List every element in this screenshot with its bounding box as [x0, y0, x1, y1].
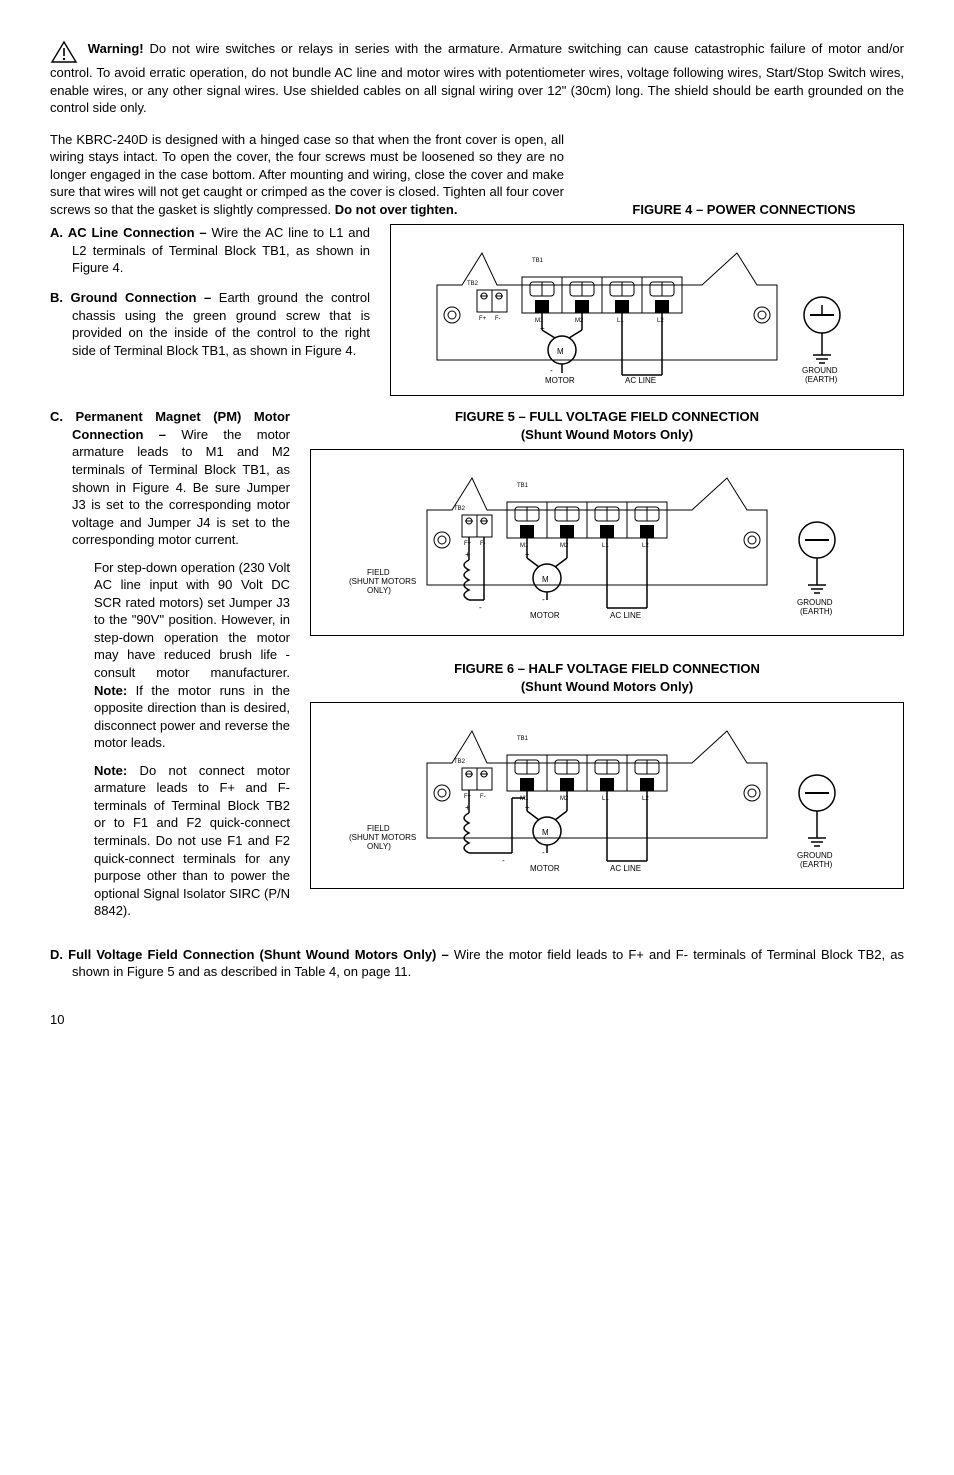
svg-text:TB1: TB1 [532, 258, 544, 264]
list-item-c: C. Permanent Magnet (PM) Motor Connectio… [50, 408, 290, 919]
svg-text:TB2: TB2 [467, 281, 479, 287]
svg-text:F-: F- [495, 316, 501, 322]
svg-text:MOTOR: MOTOR [530, 864, 560, 873]
intro-text: The KBRC-240D is designed with a hinged … [50, 132, 564, 217]
svg-text:-: - [550, 366, 553, 375]
figure-5-title: FIGURE 5 – FULL VOLTAGE FIELD CONNECTION… [310, 408, 904, 443]
svg-text:-: - [542, 595, 545, 604]
svg-text:+: + [465, 550, 470, 559]
svg-text:(EARTH): (EARTH) [805, 375, 838, 384]
svg-text:GROUND: GROUND [797, 851, 833, 860]
svg-text:F+: F+ [464, 541, 472, 547]
svg-text:GROUND: GROUND [797, 598, 833, 607]
svg-text:+: + [465, 803, 470, 812]
item-c-para2: For step-down operation (230 Volt AC lin… [72, 559, 290, 752]
svg-text:TB2: TB2 [454, 759, 466, 765]
svg-text:M: M [557, 347, 564, 356]
item-c-letter: C. [50, 409, 63, 424]
svg-text:TB2: TB2 [454, 506, 466, 512]
item-b-title: Ground Connection – [71, 290, 212, 305]
svg-text:AC LINE: AC LINE [625, 376, 656, 385]
svg-text:L1: L1 [617, 318, 624, 324]
intro-bold: Do not over tighten. [335, 202, 458, 217]
warning-text: Do not wire switches or relays in series… [50, 41, 904, 115]
svg-text:L2: L2 [642, 796, 649, 802]
svg-text:GROUND: GROUND [802, 366, 838, 375]
svg-text:M: M [542, 575, 549, 584]
item-c-para3: Note: Do not connect motor armature lead… [72, 762, 290, 920]
svg-text:L1: L1 [602, 796, 609, 802]
svg-text:L1: L1 [602, 543, 609, 549]
intro-paragraph: The KBRC-240D is designed with a hinged … [50, 131, 564, 219]
svg-text:F-: F- [480, 541, 486, 547]
svg-text:+: + [525, 803, 530, 812]
page-number: 10 [50, 1011, 904, 1029]
item-c-note2: Note: [94, 763, 127, 778]
list-item-b: B. Ground Connection – Earth ground the … [50, 289, 370, 359]
figure-4-title: FIGURE 4 – POWER CONNECTIONS [584, 201, 904, 219]
svg-text:TB1: TB1 [517, 483, 529, 489]
item-d-title: Full Voltage Field Connection (Shunt Wou… [68, 947, 449, 962]
svg-text:F+: F+ [479, 316, 487, 322]
svg-text:-: - [542, 848, 545, 857]
warning-title: Warning! [88, 41, 144, 56]
svg-text:L2: L2 [657, 318, 664, 324]
svg-text:MOTOR: MOTOR [530, 611, 560, 620]
figure-4-diagram: TB2 F+ F- TB1 [390, 224, 904, 396]
list-item-a: A. AC Line Connection – Wire the AC line… [50, 224, 370, 277]
item-c-para2a: For step-down operation (230 Volt AC lin… [94, 560, 290, 680]
warning-icon [50, 40, 78, 64]
svg-text:L2: L2 [642, 543, 649, 549]
svg-text:AC LINE: AC LINE [610, 864, 641, 873]
svg-text:F-: F- [480, 794, 486, 800]
svg-text:-: - [479, 603, 482, 612]
item-c-para3-text: Do not connect motor armature leads to F… [94, 763, 290, 918]
warning-paragraph: Warning! Do not wire switches or relays … [50, 40, 904, 117]
svg-text:+: + [525, 550, 530, 559]
svg-text:-: - [502, 856, 505, 865]
figure-6-diagram: TB2 F+ F- TB1 M1 M2 L1 L2 M [310, 702, 904, 889]
svg-text:+: + [540, 324, 545, 333]
svg-text:FIELD: FIELD [367, 568, 390, 577]
svg-text:ONLY): ONLY) [367, 586, 391, 595]
figure-5-diagram: TB2 F+ F- TB1 M1 M2 L1 L2 M [310, 449, 904, 636]
item-d-letter: D. [50, 947, 63, 962]
item-b-letter: B. [50, 290, 63, 305]
svg-text:(EARTH): (EARTH) [800, 607, 833, 616]
svg-text:TB1: TB1 [517, 736, 529, 742]
svg-text:FIELD: FIELD [367, 824, 390, 833]
svg-text:MOTOR: MOTOR [545, 376, 575, 385]
svg-text:F+: F+ [464, 794, 472, 800]
list-item-d: D. Full Voltage Field Connection (Shunt … [50, 946, 904, 981]
svg-text:(EARTH): (EARTH) [800, 860, 833, 869]
figure-6-title: FIGURE 6 – HALF VOLTAGE FIELD CONNECTION… [310, 660, 904, 695]
item-a-title: AC Line Connection – [68, 225, 207, 240]
svg-text:(SHUNT MOTORS: (SHUNT MOTORS [349, 833, 416, 842]
item-c-note1: Note: [94, 683, 127, 698]
svg-text:M: M [542, 828, 549, 837]
svg-text:(SHUNT MOTORS: (SHUNT MOTORS [349, 577, 416, 586]
item-a-letter: A. [50, 225, 63, 240]
item-c-text: Wire the motor armature leads to M1 and … [72, 427, 290, 547]
svg-text:ONLY): ONLY) [367, 842, 391, 851]
svg-text:AC LINE: AC LINE [610, 611, 641, 620]
